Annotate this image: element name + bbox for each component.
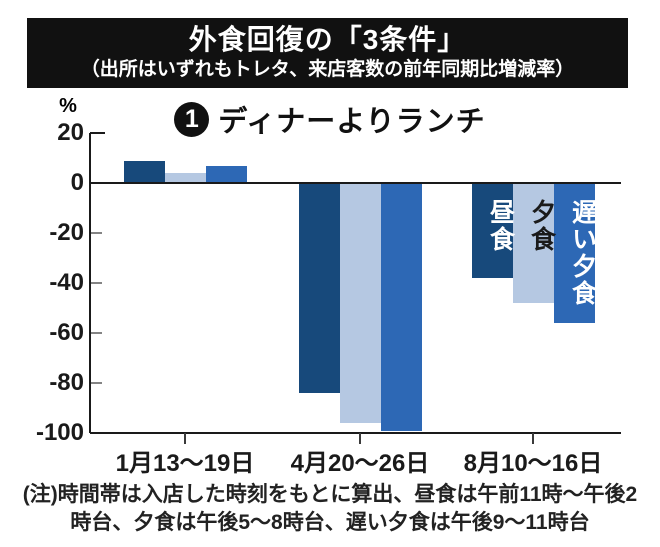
x-axis-line <box>90 432 621 434</box>
bar-昼食-1 <box>298 183 340 393</box>
main-title: 外食回復の「3条件」 <box>188 24 467 55</box>
y-tick-label--40: -40 <box>49 269 84 296</box>
y-tick-mark--40 <box>91 282 102 284</box>
y-axis-line <box>89 133 91 433</box>
bar-遅い夕食-0 <box>205 165 247 183</box>
y-axis-top-tick <box>90 132 105 134</box>
y-tick-label--20: -20 <box>49 219 84 246</box>
x-tick-mark-1 <box>359 433 361 444</box>
y-tick-label-20: 20 <box>57 119 84 146</box>
x-category-label-0: 1月13～19日 <box>115 450 255 477</box>
bar-夕食-1 <box>339 183 381 423</box>
source-note: （出所はいずれもトレタ、来店客数の前年同期比増減率） <box>80 59 575 80</box>
y-tick-mark--20 <box>91 232 102 234</box>
bar-夕食-0 <box>164 173 206 183</box>
y-tick-mark--80 <box>91 382 102 384</box>
bar-series-label-遅い夕食: 遅い夕食 <box>568 199 597 307</box>
bar-夕食-2 <box>512 183 554 303</box>
bar-series-label-昼食: 昼食 <box>486 199 515 253</box>
y-tick-mark--60 <box>91 332 102 334</box>
x-category-label-1: 4月20～26日 <box>290 450 430 477</box>
bar-遅い夕食-1 <box>380 183 422 431</box>
y-tick-label--80: -80 <box>49 369 84 396</box>
x-tick-mark-2 <box>532 433 534 444</box>
x-category-label-2: 8月10～16日 <box>463 450 603 477</box>
x-tick-mark-0 <box>184 433 186 444</box>
y-axis-unit-label: % <box>59 95 77 117</box>
bar-昼食-2 <box>471 183 513 278</box>
chart-title: ディナーよりランチ <box>218 106 486 138</box>
footnote: (注)時間帯は入店した時刻をもとに算出、昼食は午前11時～午後2時台、夕食は午後… <box>22 483 638 534</box>
chart-title-row: 1 ディナーよりランチ <box>0 98 660 140</box>
bar-昼食-0 <box>123 160 165 183</box>
number-1-badge-icon: 1 <box>174 101 210 137</box>
bar-遅い夕食-2 <box>553 183 595 323</box>
zero-line <box>90 182 621 184</box>
y-tick-label--100: -100 <box>35 419 84 446</box>
header-banner: 外食回復の「3条件」 （出所はいずれもトレタ、来店客数の前年同期比増減率） <box>27 18 628 88</box>
bar-series-label-夕食: 夕食 <box>527 199 556 253</box>
y-tick-label-0: 0 <box>70 169 84 196</box>
y-tick-label--60: -60 <box>49 319 84 346</box>
